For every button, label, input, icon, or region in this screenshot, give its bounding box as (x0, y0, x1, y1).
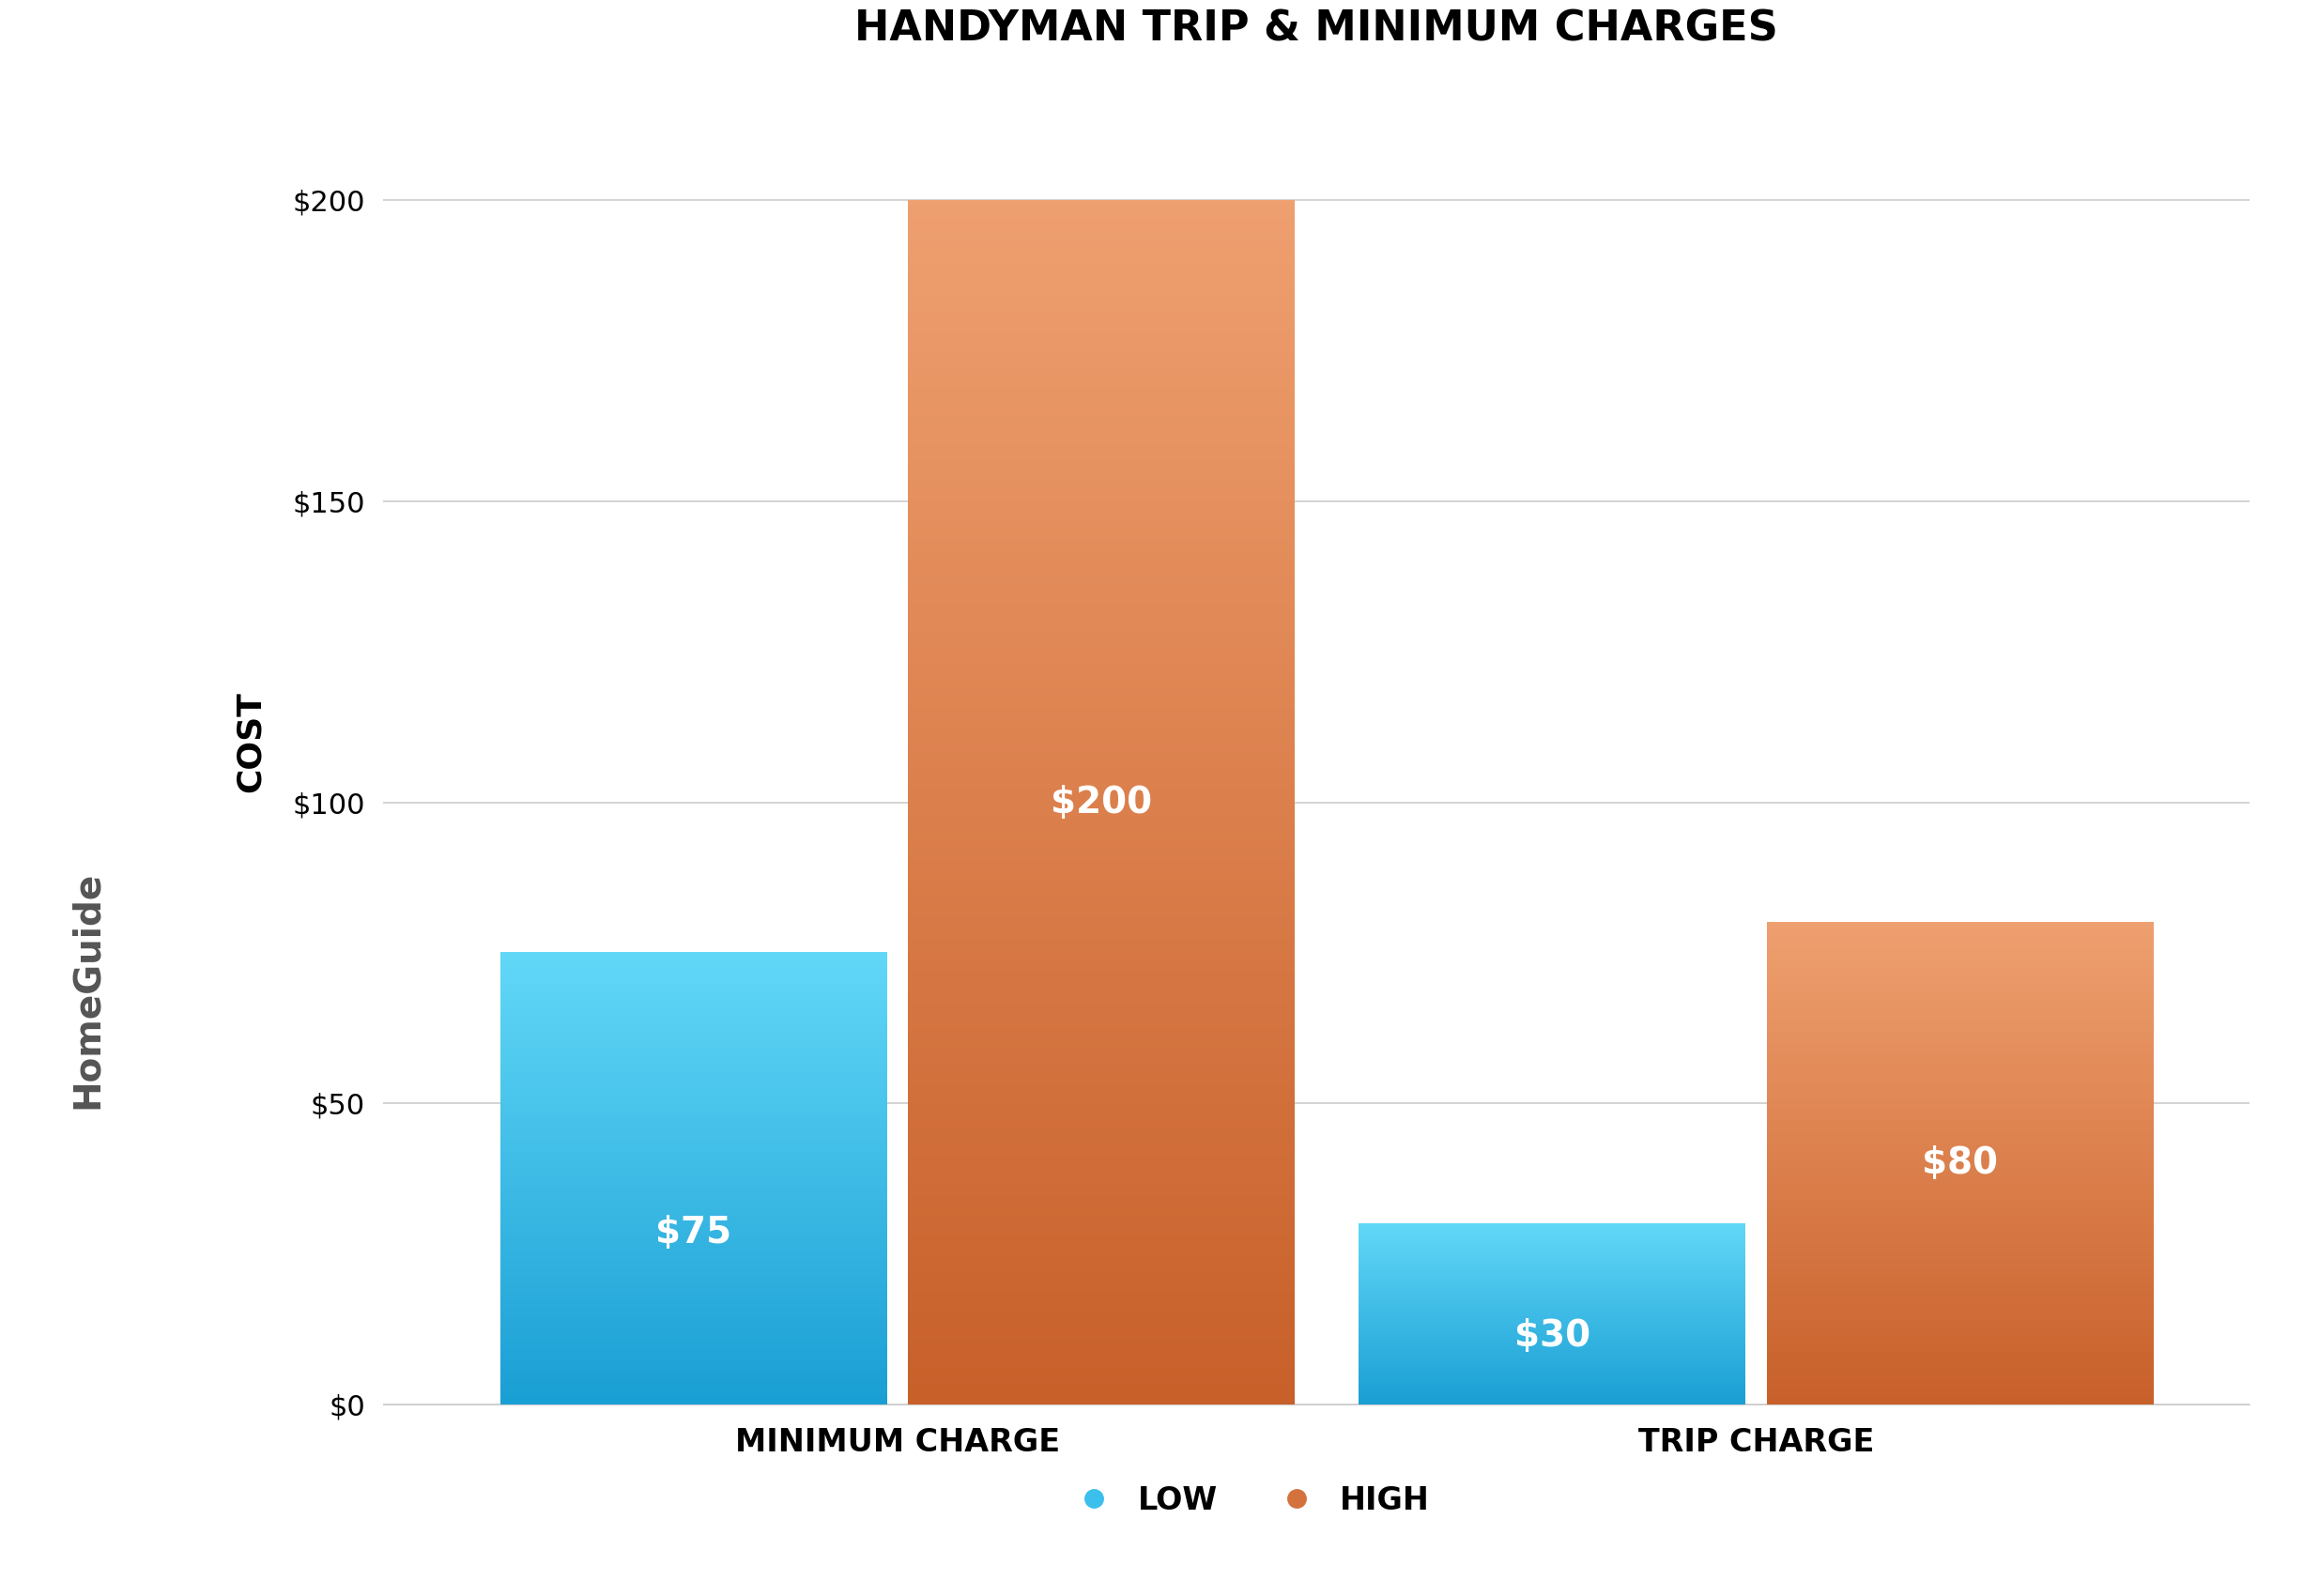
Title: HANDYMAN TRIP & MINIMUM CHARGES: HANDYMAN TRIP & MINIMUM CHARGES (853, 8, 1779, 49)
Text: $30: $30 (1514, 1318, 1591, 1353)
Text: HomeGuide: HomeGuide (70, 871, 104, 1108)
Legend: LOW, HIGH: LOW, HIGH (1051, 1472, 1442, 1529)
Y-axis label: COST: COST (234, 691, 267, 793)
Text: $75: $75 (656, 1215, 733, 1251)
Text: $80: $80 (1922, 1146, 1997, 1181)
Text: $200: $200 (1051, 785, 1153, 820)
